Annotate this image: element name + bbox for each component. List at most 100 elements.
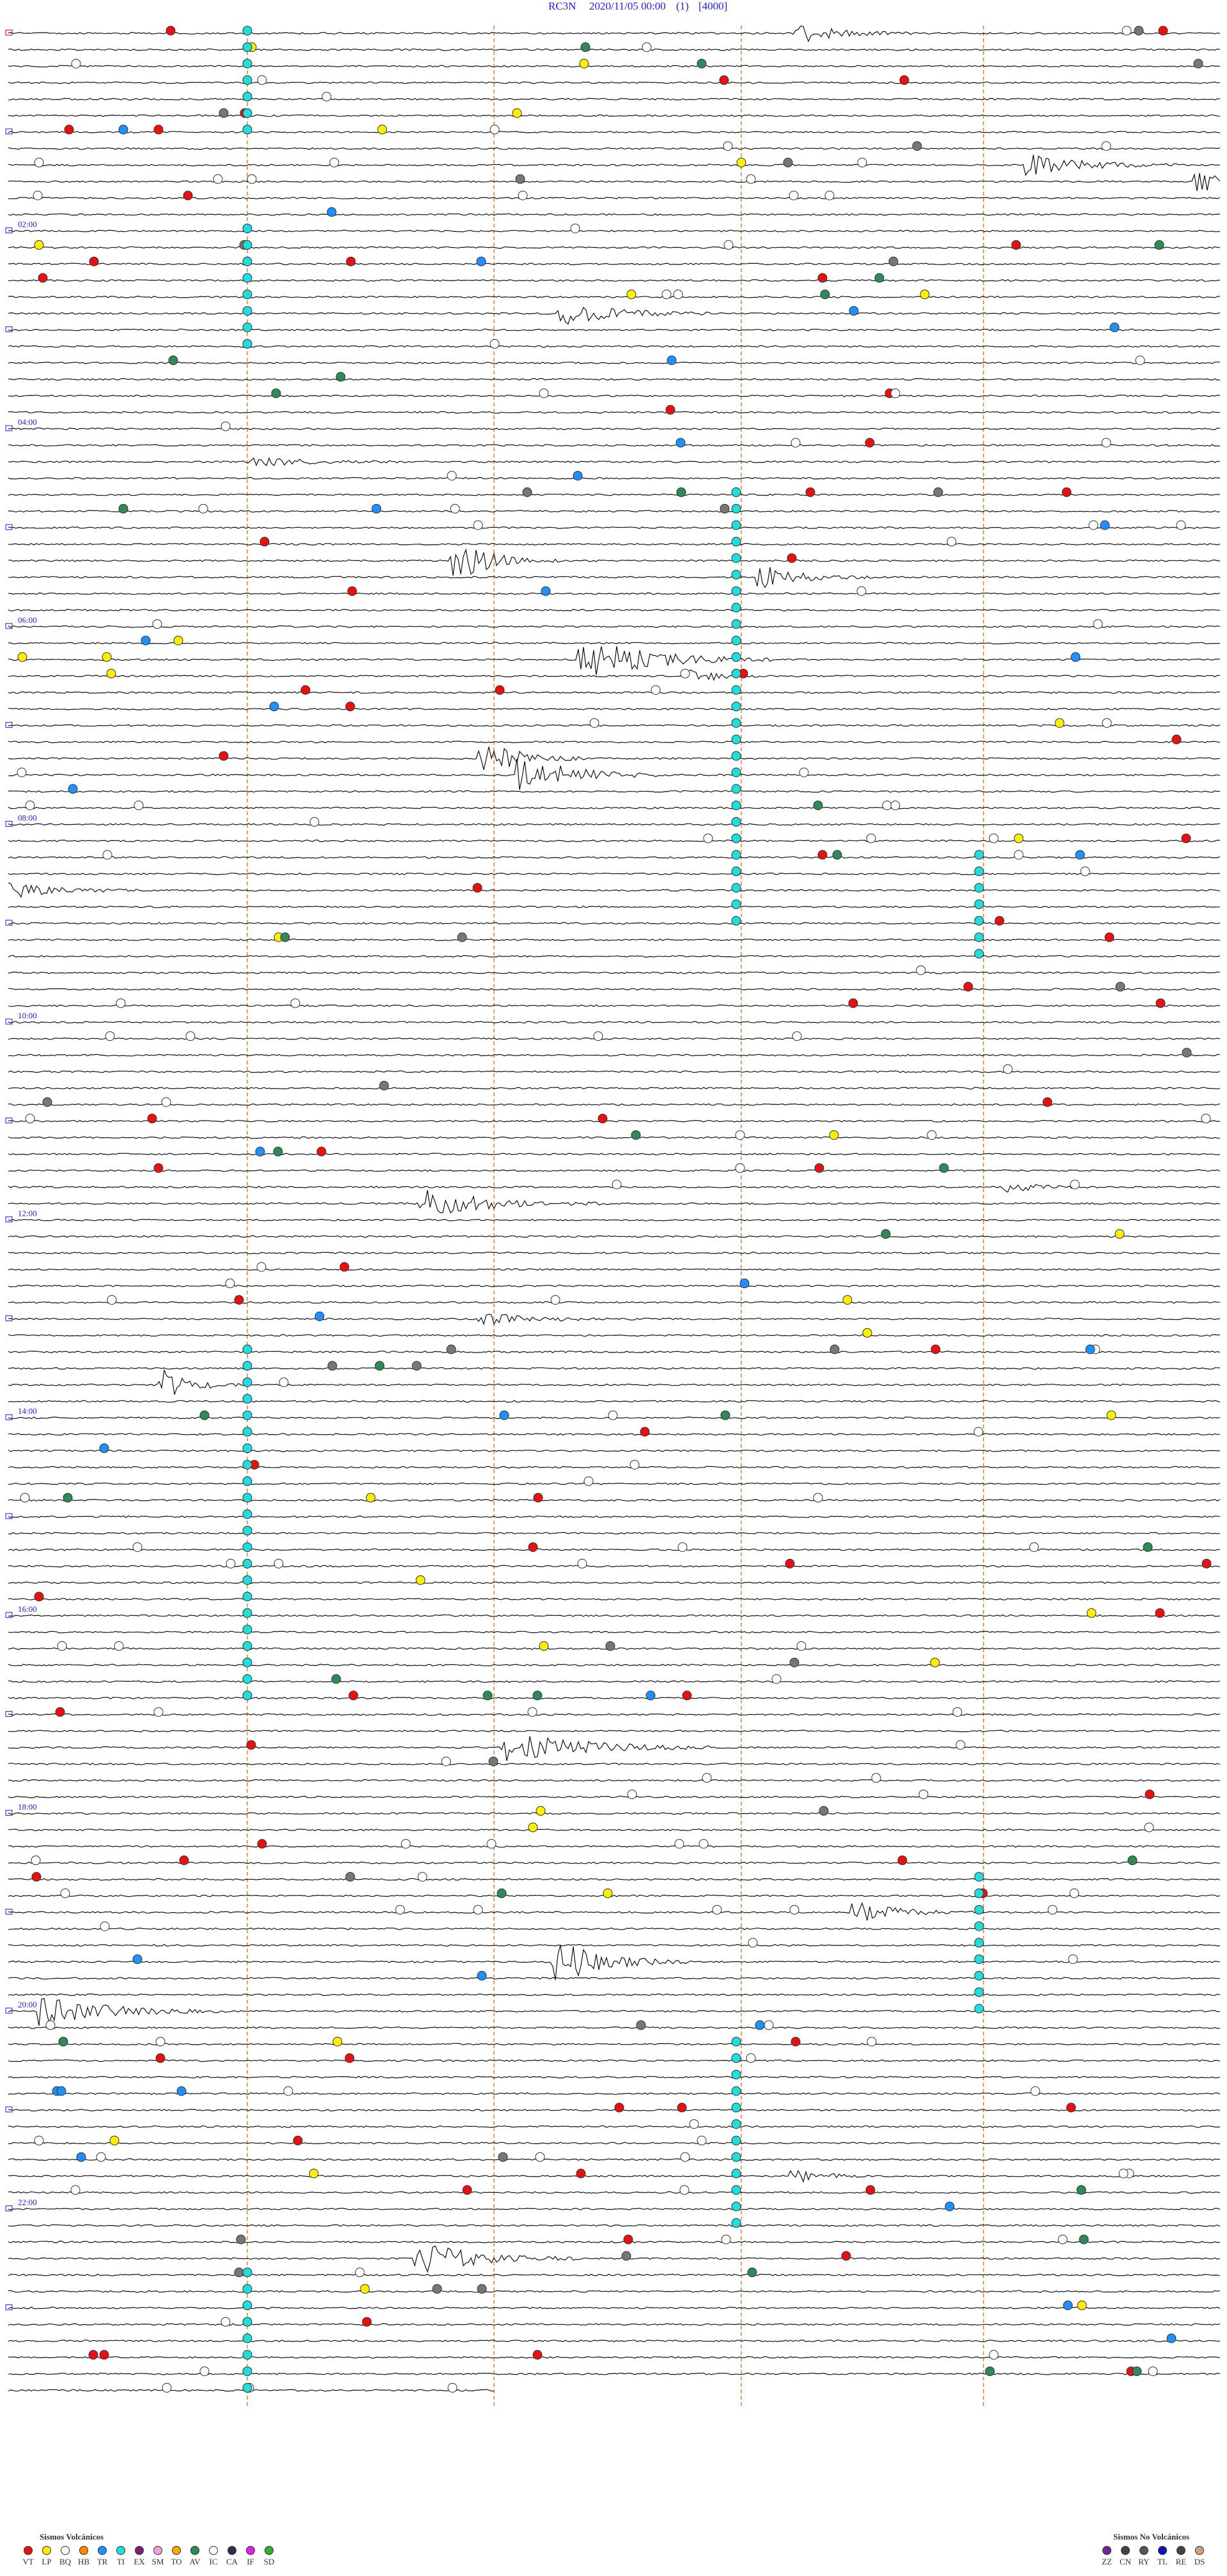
event-marker [166,26,176,36]
event-marker [841,2251,851,2261]
event-marker [242,1625,252,1635]
event-marker [731,553,741,564]
event-marker [34,240,44,250]
trace [8,2158,1221,2161]
event-marker [1042,1097,1053,1107]
legend-marker [61,2546,70,2555]
event-marker [1061,487,1072,497]
trace [8,1482,1221,1485]
event-marker [1080,866,1090,877]
event-marker [731,2037,741,2047]
event-marker [242,1608,252,1618]
legend-marker [1177,2546,1185,2555]
event-marker [985,2366,995,2377]
event-marker [642,42,652,52]
event-marker [890,801,900,811]
event-marker [933,487,943,497]
trace [8,2241,1221,2244]
event-marker [605,1641,615,1651]
event-marker [789,1657,799,1667]
event-marker [345,702,355,712]
trace [8,1432,1221,1436]
event-marker [161,1097,171,1107]
event-marker [279,1377,289,1388]
event-marker [676,487,686,497]
trace [8,758,1221,790]
event-marker [1171,734,1182,744]
event-marker [731,916,741,926]
event-marker [608,1410,618,1420]
event-marker [242,1509,252,1519]
event-marker [952,1707,962,1717]
event-marker [787,553,797,564]
event-marker [849,306,859,316]
legend: Sismos Volcánicos Sismos No Volcánicos V… [22,2532,1205,2566]
trace [8,345,1220,348]
event-marker [339,1262,350,1272]
trace [8,1729,1221,1733]
legend-label: TI [117,2557,125,2566]
trace [8,2092,1221,2095]
event-marker [1143,1542,1153,1552]
event-marker [102,850,112,860]
event-marker [1014,833,1024,843]
trace [8,567,1221,588]
event-marker [731,685,741,695]
scale: [4000] [698,0,727,12]
event-marker [100,1921,110,1931]
event-marker [1066,2103,1076,2113]
event-marker [473,520,483,530]
event-marker [1181,833,1191,843]
event-marker [490,125,500,135]
event-marker [332,2037,343,2047]
event-marker [242,1476,252,1486]
event-marker [1070,652,1081,662]
trace [8,542,1221,546]
trace [8,1218,1221,1222]
event-marker [219,108,229,118]
event-marker [242,26,252,36]
event-marker [280,932,290,942]
event-marker [974,1970,984,1981]
event-marker [273,1146,283,1156]
trace [8,1301,1221,1304]
event-marker [731,569,741,579]
trace [8,922,1221,925]
event-marker [789,190,799,201]
event-marker [31,1872,42,1882]
legend-label: HB [78,2557,89,2566]
event-marker [994,916,1005,926]
event-marker [242,1690,252,1701]
event-marker [68,784,78,794]
legend-label: ZZ [1102,2557,1112,2566]
event-marker [1069,1888,1079,1898]
hour-box [5,128,13,135]
event-marker [106,668,116,678]
event-marker [1070,1179,1080,1190]
event-marker [817,850,828,860]
hour-label: 22:00 [18,2198,37,2207]
event-marker [64,125,74,135]
legend-marker [98,2546,107,2555]
trace [8,1103,1221,1106]
event-marker [536,1805,546,1816]
event-marker [528,1822,538,1832]
event-marker [96,2152,106,2162]
event-marker [974,2004,984,2014]
legend-label: DS [1194,2557,1205,2566]
event-marker [242,2317,252,2327]
event-marker [631,1130,641,1140]
event-marker [764,2020,774,2030]
event-marker [916,965,926,976]
event-marker [293,2135,303,2145]
trace [8,2306,1221,2310]
event-marker [269,702,279,712]
event-marker [1155,1608,1165,1618]
event-marker [336,372,346,382]
event-marker [116,998,126,1008]
event-marker [155,2053,166,2063]
legend-marker [153,2546,162,2555]
hour-box [5,2007,13,2014]
event-marker [476,256,486,266]
event-marker [1076,2185,1086,2195]
